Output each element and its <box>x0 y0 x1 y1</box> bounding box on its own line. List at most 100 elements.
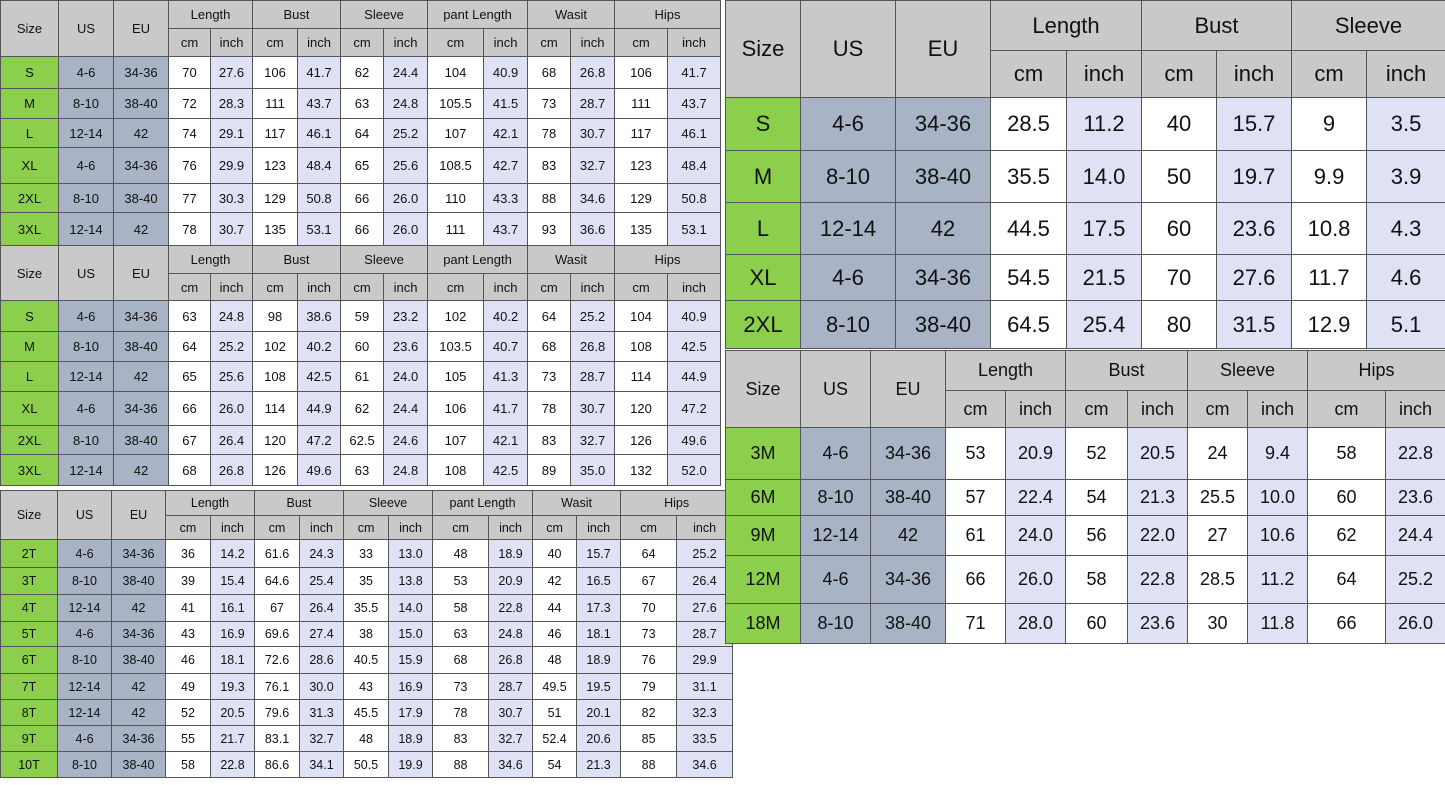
unit-header-cm: cm <box>427 28 485 57</box>
inch-value-cell: 33.5 <box>676 725 734 752</box>
inch-value-cell: 28.7 <box>570 361 616 392</box>
inch-value-cell: 19.5 <box>576 673 622 700</box>
inch-value-cell: 43.3 <box>483 183 529 213</box>
column-header-eu: EU <box>113 245 169 301</box>
eu-size-cell: 34-36 <box>895 97 991 151</box>
cm-value-cell: 44.5 <box>990 202 1067 255</box>
inch-value-cell: 11.2 <box>1246 555 1309 604</box>
unit-header-inch: inch <box>1127 390 1188 428</box>
inch-value-cell: 48.4 <box>667 147 722 184</box>
inch-value-cell: 31.3 <box>299 699 345 726</box>
inch-value-cell: 31.5 <box>1216 300 1293 349</box>
cm-value-cell: 117 <box>614 118 669 148</box>
inch-value-cell: 10.6 <box>1246 515 1309 556</box>
group-header: Bust <box>1065 350 1188 391</box>
inch-value-cell: 18.9 <box>488 539 534 568</box>
cm-value-cell: 120 <box>614 391 669 426</box>
unit-header-inch: inch <box>299 515 345 540</box>
size-cell: M <box>0 88 59 119</box>
group-header: Hips <box>1307 350 1445 391</box>
unit-header-cm: cm <box>532 515 578 540</box>
cm-value-cell: 43 <box>165 621 211 647</box>
unit-header-cm: cm <box>1187 390 1248 428</box>
cm-value-cell: 123 <box>614 147 669 184</box>
cm-value-cell: 106 <box>427 391 485 426</box>
unit-header-inch: inch <box>297 273 342 301</box>
column-header-eu: EU <box>870 350 946 428</box>
table-row: XL 4-6 34-36 76 29.9 123 48.4 65 25.6 108.5 42.7 83… <box>0 147 722 184</box>
unit-header-cm: cm <box>254 515 301 540</box>
cm-value-cell: 108.5 <box>427 147 485 184</box>
us-size-cell: 12-14 <box>58 454 114 486</box>
inch-value-cell: 26.0 <box>383 183 429 213</box>
unit-header-cm: cm <box>614 28 669 57</box>
cm-value-cell: 70 <box>1141 254 1218 301</box>
eu-size-cell: 34-36 <box>895 254 991 301</box>
table-row: XL 4-6 34-36 66 26.0 114 44.9 62 24.4 106 41.7 78 30… <box>0 391 722 426</box>
us-size-cell: 4-6 <box>57 725 112 752</box>
unit-header-cm: cm <box>945 390 1006 428</box>
table-row: 3M 4-6 34-36 53 20.9 52 20.5 24 9.4 58 22.8 <box>725 427 1445 480</box>
size-cell: M <box>725 150 801 203</box>
cm-value-cell: 61.6 <box>254 539 301 568</box>
cm-value-cell: 76 <box>168 147 211 184</box>
cm-value-cell: 72.6 <box>254 646 301 674</box>
unit-header-inch: inch <box>483 273 529 301</box>
unit-header-inch: inch <box>676 515 734 540</box>
us-size-cell: 4-6 <box>58 300 114 332</box>
cm-value-cell: 62 <box>1307 515 1387 556</box>
cm-value-cell: 67 <box>168 425 211 455</box>
group-header: pant Length <box>427 245 529 274</box>
eu-size-cell: 42 <box>111 594 166 622</box>
cm-value-cell: 35.5 <box>990 150 1067 203</box>
cm-value-cell: 68 <box>527 56 572 89</box>
inch-value-cell: 30.0 <box>299 673 345 700</box>
cm-value-cell: 49 <box>165 673 211 700</box>
cm-value-cell: 50.5 <box>343 751 390 778</box>
unit-header-inch: inch <box>209 28 254 57</box>
cm-value-cell: 106 <box>614 56 669 89</box>
size-cell: 3XL <box>0 454 59 486</box>
unit-header-cm: cm <box>168 273 211 301</box>
cm-value-cell: 120 <box>252 425 299 455</box>
unit-header-inch: inch <box>1005 390 1066 428</box>
cm-value-cell: 62 <box>340 391 385 426</box>
unit-header-cm: cm <box>990 50 1067 98</box>
size-cell: 2XL <box>725 300 801 349</box>
cm-value-cell: 64.6 <box>254 567 301 595</box>
unit-header-cm: cm <box>168 28 211 57</box>
eu-size-cell: 34-36 <box>870 555 946 604</box>
unit-header-inch: inch <box>209 273 254 301</box>
inch-value-cell: 28.7 <box>570 88 616 119</box>
table-row: 7T 12-14 42 49 19.3 76.1 30.0 43 16.9 73 28.7 49.5 1… <box>0 673 734 700</box>
cm-value-cell: 52.4 <box>532 725 578 752</box>
cm-value-cell: 44 <box>532 594 578 622</box>
inch-value-cell: 41.7 <box>667 56 722 89</box>
us-size-cell: 12-14 <box>57 699 112 726</box>
inch-value-cell: 19.7 <box>1216 150 1293 203</box>
cm-value-cell: 83 <box>432 725 490 752</box>
column-header-us: US <box>57 490 112 540</box>
inch-value-cell: 24.8 <box>383 88 429 119</box>
group-header: Hips <box>614 245 722 274</box>
cm-value-cell: 28.5 <box>990 97 1067 151</box>
cm-value-cell: 67 <box>254 594 301 622</box>
us-size-cell: 8-10 <box>57 646 112 674</box>
unit-header-inch: inch <box>383 28 429 57</box>
column-header-size: Size <box>0 0 59 57</box>
cm-value-cell: 85 <box>620 725 678 752</box>
us-size-cell: 12-14 <box>58 361 114 392</box>
inch-value-cell: 28.7 <box>488 673 534 700</box>
cm-value-cell: 83 <box>527 425 572 455</box>
inch-value-cell: 41.7 <box>483 391 529 426</box>
us-size-cell: 12-14 <box>57 594 112 622</box>
unit-header-cm: cm <box>427 273 485 301</box>
cm-value-cell: 102 <box>427 300 485 332</box>
cm-value-cell: 57 <box>945 479 1006 516</box>
column-header-us: US <box>800 350 871 428</box>
inch-value-cell: 23.2 <box>383 300 429 332</box>
cm-value-cell: 58 <box>165 751 211 778</box>
us-size-cell: 4-6 <box>58 391 114 426</box>
cm-value-cell: 80 <box>1141 300 1218 349</box>
size-cell: 6T <box>0 646 58 674</box>
